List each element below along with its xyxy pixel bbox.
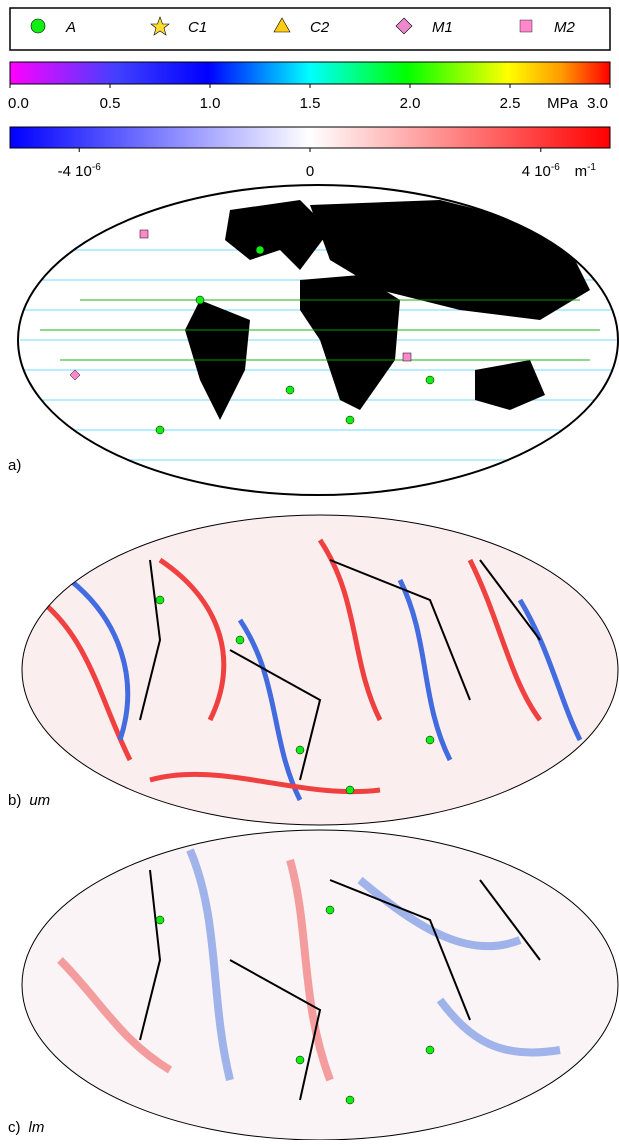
legend: A C1 C2 M1 M2 <box>30 16 575 36</box>
legend-label: C2 <box>310 19 330 36</box>
legend-label: A <box>65 19 76 36</box>
colorbar-gradient <box>9 126 611 149</box>
colorbar-tick-label: 4 10-6 <box>522 162 561 180</box>
map-a-outline <box>17 184 619 496</box>
colorbar-tick-label: 1.5 <box>300 95 321 112</box>
map-c <box>22 830 618 1140</box>
colorbar-unit: m-1 <box>575 162 597 180</box>
legend-symbol <box>395 17 413 35</box>
panel-labels: a) b) um c) lm <box>8 457 50 1136</box>
colorbar-tick-label: 1.0 <box>200 95 221 112</box>
map-a <box>18 185 618 495</box>
panel-label: a) <box>8 457 21 474</box>
legend-label: M1 <box>432 19 453 36</box>
colorbar-tick-label: 3.0 <box>587 95 608 112</box>
colorbar-tick-label: -4 10-6 <box>58 162 102 180</box>
legend-symbol <box>150 16 170 36</box>
legend-symbol <box>519 19 533 33</box>
legend-symbol <box>30 18 46 34</box>
colorbar-tick-label: 2.5 <box>500 95 521 112</box>
legend-symbol <box>273 17 291 33</box>
colorbar-stress <box>9 61 611 85</box>
colorbar-tick-label: 2.0 <box>400 95 421 112</box>
panel-label: b) um <box>8 792 50 809</box>
colorbar-unit: MPa <box>547 95 579 112</box>
colorbar-tick-label: 0 <box>306 163 314 180</box>
colorbar-stress-ticks: 0.0 0.5 1.0 1.5 2.0 2.5 3.0 MPa <box>8 84 611 112</box>
colorbar-tick-label: 0.5 <box>100 95 121 112</box>
legend-label: C1 <box>188 19 207 36</box>
panel-label: c) lm <box>8 1119 44 1136</box>
legend-label: M2 <box>554 19 575 36</box>
colorbar-gradient-ticks: -4 10-6 0 4 10-6 m-1 <box>58 148 597 180</box>
legend-box <box>9 7 611 51</box>
colorbar-tick-label: 0.0 <box>8 95 29 112</box>
map-b-outline <box>21 514 619 826</box>
map-b <box>22 515 618 825</box>
